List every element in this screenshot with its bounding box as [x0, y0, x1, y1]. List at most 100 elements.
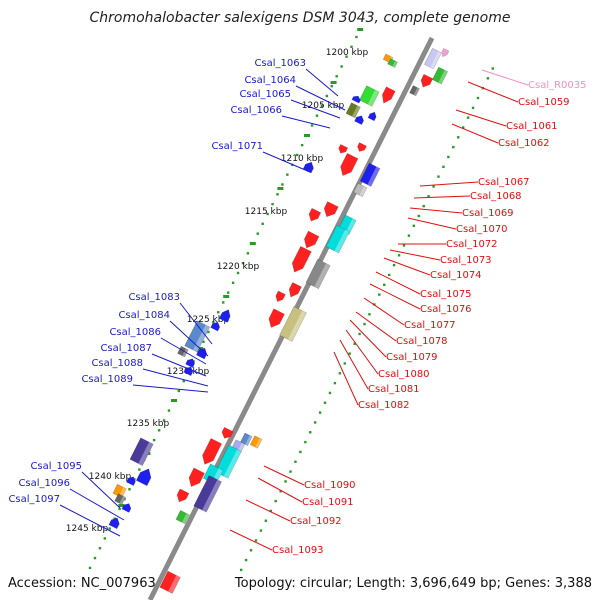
gene-label[interactable]: Csal_1096 — [18, 478, 70, 489]
track-dot — [318, 411, 322, 414]
gene-label[interactable]: Csal_1068 — [470, 191, 522, 202]
gene-feature[interactable] — [159, 570, 181, 594]
gene-feature[interactable] — [108, 516, 122, 530]
gene-feature[interactable] — [279, 306, 307, 342]
gene-label[interactable]: Csal_1076 — [420, 304, 472, 315]
gene-feature[interactable] — [387, 58, 398, 68]
gene-feature[interactable] — [423, 47, 442, 70]
gene-feature[interactable] — [440, 47, 450, 58]
gene-label[interactable]: Csal_1089 — [81, 374, 133, 385]
gene-label[interactable]: Csal_1081 — [368, 384, 420, 395]
gene-feature[interactable] — [184, 320, 211, 353]
gene-feature[interactable] — [367, 111, 378, 122]
gene-label[interactable]: Csal_1067 — [478, 177, 530, 188]
gene-label[interactable]: Csal_1095 — [30, 461, 82, 472]
gene-label[interactable]: Csal_1064 — [244, 75, 296, 86]
gene-label[interactable]: Csal_1083 — [128, 292, 180, 303]
gene-label[interactable]: Csal_1070 — [456, 224, 508, 235]
gene-label[interactable]: Csal_1087 — [100, 343, 152, 354]
gene-label[interactable]: Csal_R0035 — [528, 80, 587, 91]
gene-label[interactable]: Csal_1082 — [358, 400, 410, 411]
gene-feature[interactable] — [175, 509, 190, 525]
gene-feature[interactable] — [337, 143, 349, 155]
gene-feature[interactable] — [305, 258, 331, 290]
gene-feature[interactable] — [114, 493, 126, 505]
track-dot — [338, 372, 342, 375]
gene-feature[interactable] — [359, 85, 380, 107]
scale-ticks: 1200 kbp 1205 kbp 1210 kbp 1215 kbp 1220 kbp… — [66, 28, 368, 534]
gene-label[interactable]: Csal_1069 — [462, 208, 514, 219]
gene-feature[interactable] — [353, 182, 368, 198]
gene-feature[interactable] — [321, 201, 339, 220]
gene-feature[interactable] — [129, 437, 154, 466]
gene-label[interactable]: Csal_1062 — [498, 138, 550, 149]
gene-label[interactable]: Csal_1091 — [302, 497, 354, 508]
gene-feature[interactable] — [307, 207, 322, 223]
gene-label[interactable]: Csal_1077 — [404, 320, 456, 331]
gene-feature[interactable] — [345, 102, 361, 119]
label-leader — [369, 283, 421, 310]
gene-label[interactable]: Csal_1074 — [430, 270, 482, 281]
gene-feature[interactable] — [199, 438, 223, 467]
gene-feature[interactable] — [356, 142, 367, 154]
gene-label[interactable]: Csal_1090 — [304, 480, 356, 491]
track-dot — [296, 153, 299, 157]
gene-feature[interactable] — [301, 230, 320, 251]
gene-feature[interactable] — [379, 86, 396, 106]
gene-label[interactable]: Csal_1059 — [518, 97, 570, 108]
label-leader — [69, 488, 125, 521]
label-leader — [467, 81, 519, 103]
topology-text: Topology: circular; Length: 3,696,649 bp… — [234, 576, 592, 591]
gene-label[interactable]: Csal_1072 — [446, 239, 498, 250]
gene-label[interactable]: Csal_1093 — [272, 545, 324, 556]
gene-feature[interactable] — [210, 320, 222, 332]
gene-feature[interactable] — [249, 435, 263, 449]
gene-label[interactable]: Csal_1071 — [211, 141, 263, 152]
track-dot — [177, 389, 181, 393]
gene-feature[interactable] — [135, 466, 154, 487]
gene-feature[interactable] — [183, 365, 195, 377]
track-dot — [383, 283, 386, 286]
gene-label[interactable]: Csal_1088 — [91, 358, 143, 369]
gene-feature[interactable] — [337, 152, 359, 178]
track-dot — [299, 450, 302, 454]
track-dot — [353, 342, 356, 345]
gene-feature[interactable] — [354, 114, 366, 126]
gene-feature[interactable] — [409, 85, 420, 97]
gene-feature[interactable] — [218, 308, 232, 323]
gene-feature[interactable] — [325, 224, 350, 254]
gene-feature[interactable] — [185, 357, 197, 369]
gene-feature[interactable] — [220, 426, 234, 440]
gene-feature[interactable] — [240, 432, 253, 446]
gene-label[interactable]: Csal_1061 — [506, 121, 558, 132]
gene-feature[interactable] — [431, 66, 449, 85]
gene-label[interactable]: Csal_1078 — [396, 336, 448, 347]
gene-feature[interactable] — [419, 73, 434, 89]
gene-feature[interactable] — [186, 467, 205, 489]
gene-feature[interactable] — [266, 308, 285, 330]
gene-label[interactable]: Csal_1079 — [386, 352, 438, 363]
scale-label: 1220 kbp — [217, 262, 260, 272]
gene-label[interactable]: Csal_1086 — [109, 327, 161, 338]
gene-label[interactable]: Csal_1084 — [118, 310, 170, 321]
gene-label[interactable]: Csal_1073 — [440, 255, 492, 266]
gene-label[interactable]: Csal_1066 — [230, 105, 282, 116]
gene-feature[interactable] — [274, 290, 286, 304]
gene-feature[interactable] — [125, 475, 137, 487]
gene-label[interactable]: Csal_1092 — [290, 516, 342, 527]
gene-label[interactable]: Csal_1075 — [420, 289, 472, 300]
gene-feature[interactable] — [193, 475, 222, 513]
gene-feature[interactable] — [286, 282, 302, 299]
track-dot — [457, 136, 460, 139]
gene-feature[interactable] — [121, 502, 133, 513]
gene-feature[interactable] — [177, 345, 189, 358]
gene-feature[interactable] — [175, 488, 190, 504]
gene-feature[interactable] — [359, 162, 381, 187]
gene-label[interactable]: Csal_1080 — [378, 369, 430, 380]
gene-label[interactable]: Csal_1065 — [239, 89, 291, 100]
gene-label[interactable]: Csal_1063 — [254, 58, 306, 69]
track-dot — [108, 527, 111, 530]
gene-label[interactable]: Csal_1097 — [8, 494, 60, 505]
gene-feature[interactable] — [351, 94, 362, 104]
gene-feature[interactable] — [289, 245, 312, 275]
